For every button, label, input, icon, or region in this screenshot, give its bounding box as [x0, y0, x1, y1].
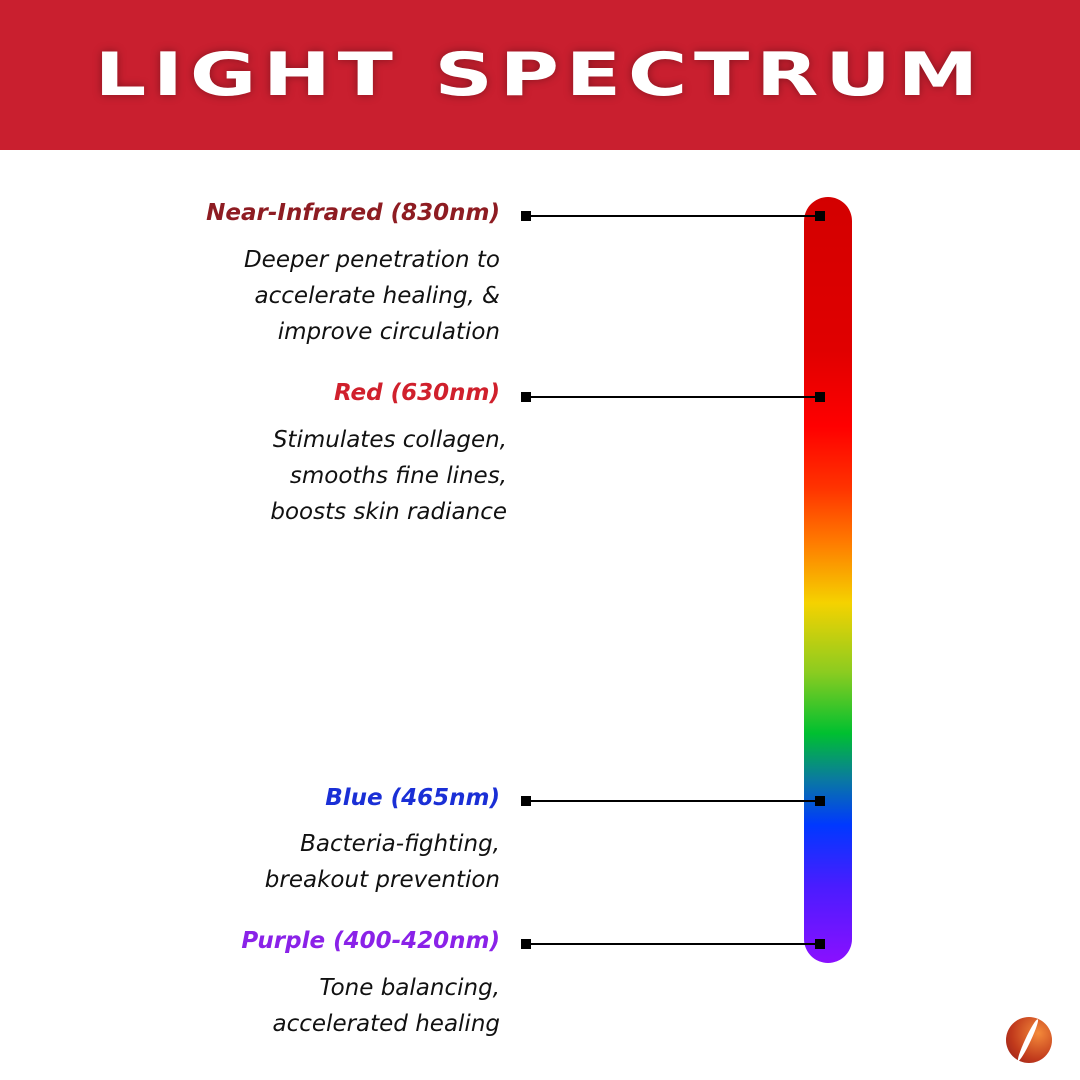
brand-logo-icon: [1006, 1017, 1052, 1063]
label-red: Red (630nm): [333, 380, 500, 406]
page-title: LIGHT SPECTRUM: [94, 40, 986, 110]
desc-purple: Tone balancing, accelerated healing: [272, 975, 500, 1037]
connector-dot: [815, 211, 825, 221]
connector-dot: [521, 211, 531, 221]
title-banner: LIGHT SPECTRUM: [0, 0, 1080, 150]
desc-blue: Bacteria-fighting, breakout prevention: [264, 831, 500, 893]
connector-dot: [815, 796, 825, 806]
label-near-infrared: Near-Infrared (830nm): [206, 200, 500, 226]
label-blue: Blue (465nm): [325, 785, 500, 811]
connector-line-red: [526, 396, 820, 398]
connector-line-near-infrared: [526, 215, 820, 217]
connector-dot: [815, 939, 825, 949]
desc-near-infrared: Deeper penetration to accelerate healing…: [243, 247, 500, 345]
connector-dot: [521, 796, 531, 806]
desc-red: Stimulates collagen, smooths fine lines,…: [270, 427, 507, 525]
connector-line-blue: [526, 800, 820, 802]
connector-dot: [815, 392, 825, 402]
spectrum-bar: [804, 197, 852, 963]
label-purple: Purple (400-420nm): [241, 928, 500, 954]
connector-line-purple: [526, 943, 820, 945]
connector-dot: [521, 939, 531, 949]
connector-dot: [521, 392, 531, 402]
